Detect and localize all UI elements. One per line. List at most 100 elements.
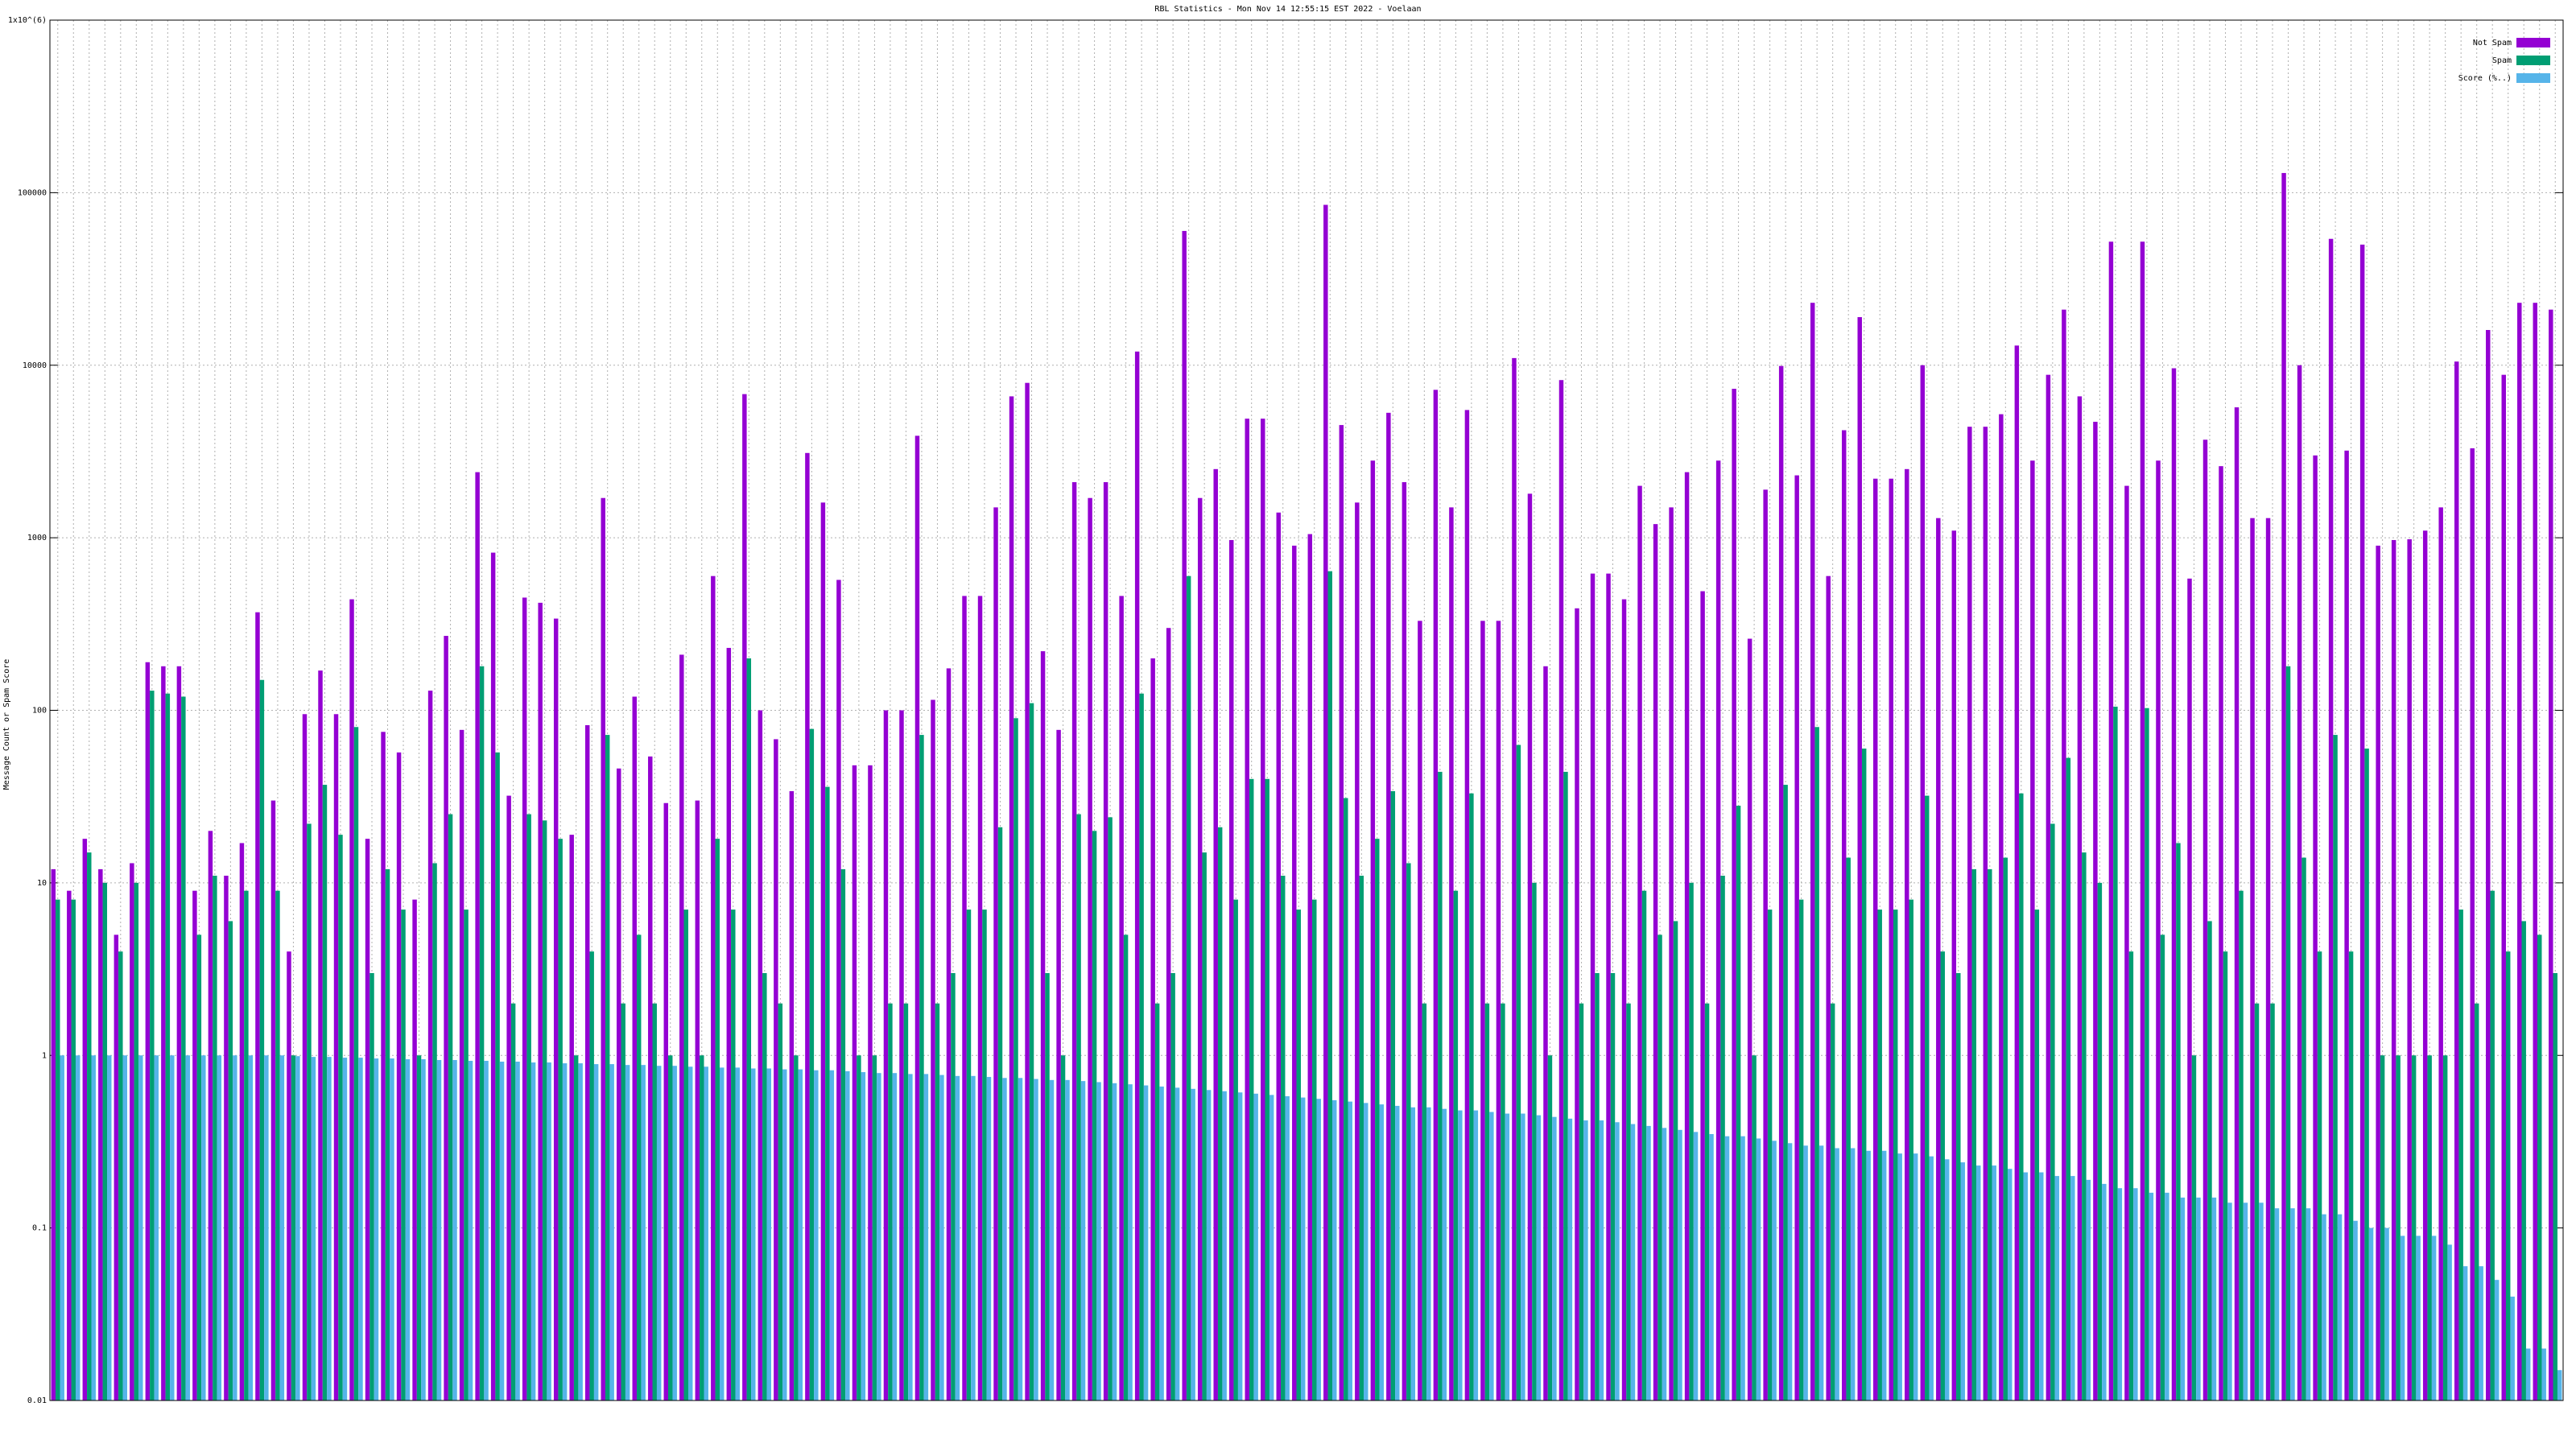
bar	[1496, 621, 1501, 1400]
bar	[2113, 706, 2118, 1400]
legend-swatch	[2516, 38, 2550, 47]
bar	[1960, 1162, 1965, 1400]
bar	[593, 1064, 599, 1400]
legend-label: Spam	[2492, 56, 2512, 65]
bar	[1449, 507, 1454, 1400]
bar	[726, 647, 732, 1400]
bar	[931, 699, 935, 1400]
bar	[578, 1063, 583, 1400]
bar	[2008, 1169, 2013, 1400]
bar	[1025, 382, 1030, 1401]
bar	[1060, 1055, 1066, 1400]
bar	[2391, 539, 2396, 1400]
bar	[1905, 468, 1909, 1400]
bar	[1850, 1148, 1856, 1400]
bar	[2474, 1003, 2479, 1400]
bar	[302, 714, 308, 1400]
bar	[2384, 1227, 2389, 1400]
bar	[845, 1070, 850, 1400]
bar	[1626, 1003, 1631, 1400]
bar	[1348, 1101, 1352, 1400]
bar	[244, 890, 249, 1400]
bar	[150, 691, 155, 1400]
bar	[405, 1059, 411, 1400]
bar	[1080, 1081, 1086, 1400]
bar	[228, 921, 233, 1400]
bar	[820, 502, 826, 1401]
bar	[2046, 374, 2051, 1401]
bar	[2359, 244, 2365, 1400]
bar	[2097, 882, 2103, 1400]
bar	[2239, 890, 2244, 1400]
bar	[2521, 921, 2526, 1400]
bar	[1866, 1150, 1871, 1400]
bar	[1018, 1078, 1023, 1400]
bar	[774, 739, 778, 1400]
bar	[704, 1066, 708, 1400]
bar	[966, 910, 972, 1400]
bar	[67, 890, 72, 1400]
bar	[2077, 396, 2083, 1400]
bar	[2108, 241, 2114, 1400]
bar	[264, 1055, 269, 1400]
bar	[1316, 1099, 1321, 1400]
bar	[663, 802, 669, 1400]
bar	[601, 497, 605, 1400]
bar	[1999, 414, 2004, 1400]
bar	[2117, 1188, 2123, 1400]
bar	[307, 823, 312, 1400]
bar	[1846, 857, 1851, 1400]
bar	[2348, 951, 2354, 1400]
bar	[1673, 921, 1678, 1400]
bar	[2023, 1172, 2029, 1400]
bar	[1237, 1092, 1243, 1400]
bar	[1615, 1122, 1620, 1400]
bar	[1312, 899, 1317, 1400]
bar	[530, 1062, 536, 1400]
bar	[868, 765, 873, 1400]
bar	[522, 597, 527, 1400]
bar	[2034, 910, 2040, 1400]
bar	[1139, 693, 1144, 1400]
bar	[1881, 1150, 1887, 1400]
bar	[1610, 972, 1616, 1400]
bar	[506, 795, 511, 1400]
bar	[1715, 460, 1721, 1400]
bar	[1379, 1104, 1385, 1400]
bar	[731, 910, 736, 1400]
bar	[2133, 1188, 2138, 1400]
bar	[224, 876, 229, 1400]
bar	[1395, 1105, 1400, 1400]
bar	[1323, 204, 1328, 1400]
bar	[1285, 1095, 1290, 1400]
bar	[609, 1064, 614, 1400]
bar	[2223, 951, 2228, 1400]
bar	[1740, 1136, 1745, 1400]
bar	[2479, 1266, 2483, 1400]
bar	[1191, 1088, 1195, 1400]
bar	[914, 435, 920, 1400]
bar	[475, 472, 480, 1400]
bar	[2030, 460, 2035, 1400]
y-tick-label: 1	[42, 1051, 47, 1060]
bar	[962, 596, 967, 1400]
bar	[1798, 899, 1804, 1400]
bar	[1889, 478, 1893, 1400]
bar	[2176, 843, 2181, 1400]
bar	[484, 1061, 489, 1400]
bar	[1359, 876, 1364, 1400]
bar	[625, 1065, 630, 1400]
bar	[1096, 1082, 1101, 1400]
bar	[1065, 1079, 1070, 1400]
bar	[1265, 778, 1269, 1400]
bar	[248, 1055, 254, 1400]
bar	[1103, 482, 1108, 1400]
bar	[369, 972, 374, 1400]
bar	[1669, 507, 1674, 1400]
bar	[899, 710, 904, 1400]
bar	[1134, 351, 1140, 1400]
bar	[1767, 910, 1773, 1400]
bar	[1830, 1003, 1835, 1400]
